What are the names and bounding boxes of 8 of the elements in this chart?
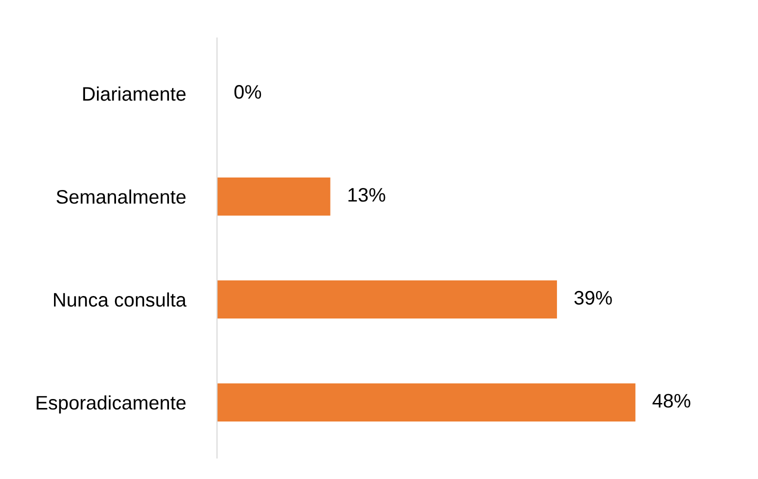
y-tick-label: Diariamente	[83, 86, 186, 101]
y-tick-label: Esporadicamente	[36, 395, 186, 414]
data-label: 0%	[234, 85, 262, 99]
data-label: 13%	[348, 188, 386, 202]
data-label: 39%	[574, 290, 612, 305]
data-label: 48%	[652, 394, 690, 408]
y-tick-label: Semanalmente	[56, 189, 186, 204]
y-tick-label: Nunca consulta	[54, 292, 186, 307]
